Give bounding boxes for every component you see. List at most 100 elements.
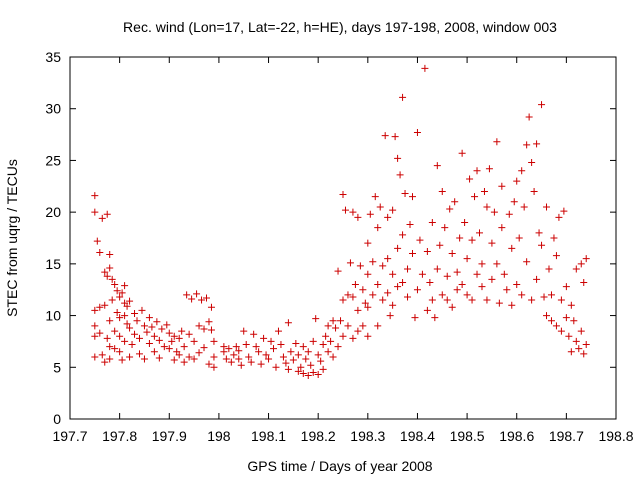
data-point	[210, 337, 218, 345]
data-point	[123, 302, 131, 310]
data-point	[329, 317, 337, 325]
data-point	[284, 319, 292, 327]
data-point	[205, 318, 213, 326]
y-tick-label: 10	[45, 308, 61, 324]
data-point	[148, 323, 156, 331]
data-point	[131, 310, 139, 318]
data-point	[270, 345, 278, 353]
data-point	[468, 296, 476, 304]
data-point	[165, 345, 173, 353]
data-point	[145, 339, 153, 347]
data-point	[210, 363, 218, 371]
data-point	[359, 286, 367, 294]
data-point	[128, 341, 136, 349]
data-point	[364, 270, 372, 278]
data-point	[453, 268, 461, 276]
data-point	[379, 262, 387, 270]
data-point	[337, 317, 345, 325]
data-point	[101, 358, 109, 366]
data-point	[193, 290, 201, 298]
data-point	[423, 247, 431, 255]
data-point	[505, 210, 513, 218]
data-point	[394, 244, 402, 252]
data-point	[220, 348, 228, 356]
data-point	[386, 312, 394, 320]
data-point	[567, 301, 575, 309]
data-point	[344, 322, 352, 330]
data-point	[530, 187, 538, 195]
x-tick-label: 198.6	[499, 428, 534, 444]
data-point	[346, 259, 354, 267]
data-points	[91, 64, 590, 380]
data-point	[188, 295, 196, 303]
data-point	[580, 350, 588, 358]
data-point	[540, 293, 548, 301]
data-point	[175, 334, 183, 342]
data-point	[433, 265, 441, 273]
data-point	[384, 213, 392, 221]
x-axis-label: GPS time / Days of year 2008	[247, 458, 432, 474]
data-point	[140, 355, 148, 363]
data-point	[547, 317, 555, 325]
data-point	[185, 330, 193, 338]
data-point	[299, 343, 307, 351]
data-point	[279, 353, 287, 361]
data-point	[478, 260, 486, 268]
data-point	[399, 93, 407, 101]
data-point	[518, 291, 526, 299]
data-point	[307, 361, 315, 369]
data-point	[473, 167, 481, 175]
data-point	[550, 234, 558, 242]
data-point	[103, 210, 111, 218]
data-point	[413, 286, 421, 294]
data-point	[158, 325, 166, 333]
data-point	[324, 322, 332, 330]
data-point	[113, 308, 121, 316]
data-point	[562, 283, 570, 291]
data-point	[332, 324, 340, 332]
data-point	[339, 191, 347, 199]
data-point	[304, 348, 312, 356]
data-point	[232, 343, 240, 351]
x-tick-label: 198.3	[350, 428, 385, 444]
data-point	[404, 265, 412, 273]
data-point	[557, 296, 565, 304]
data-point	[327, 337, 335, 345]
data-point	[359, 322, 367, 330]
data-point	[155, 336, 163, 344]
data-point	[207, 303, 215, 311]
data-point	[225, 345, 233, 353]
data-point	[106, 343, 114, 351]
data-point	[562, 314, 570, 322]
data-point	[374, 281, 382, 289]
data-point	[533, 275, 541, 283]
data-point	[438, 291, 446, 299]
data-point	[426, 278, 434, 286]
data-point	[203, 294, 210, 302]
data-point	[538, 101, 546, 109]
data-point	[528, 296, 536, 304]
data-point	[441, 224, 449, 232]
data-point	[103, 334, 111, 342]
data-point	[495, 299, 503, 307]
data-point	[458, 149, 466, 157]
data-point	[91, 192, 99, 200]
data-point	[384, 289, 392, 297]
data-point	[567, 348, 575, 356]
data-point	[508, 301, 516, 309]
data-point	[471, 193, 479, 201]
data-point	[381, 132, 389, 140]
data-point	[101, 268, 109, 276]
data-point	[312, 315, 320, 323]
data-point	[339, 332, 347, 340]
data-point	[103, 272, 111, 280]
data-point	[391, 133, 399, 141]
data-point	[255, 348, 263, 356]
data-point	[515, 234, 523, 242]
data-point	[416, 236, 424, 244]
data-point	[552, 322, 560, 330]
data-point	[374, 322, 382, 330]
data-point	[334, 267, 342, 275]
data-point	[96, 329, 104, 337]
data-point	[210, 353, 218, 361]
